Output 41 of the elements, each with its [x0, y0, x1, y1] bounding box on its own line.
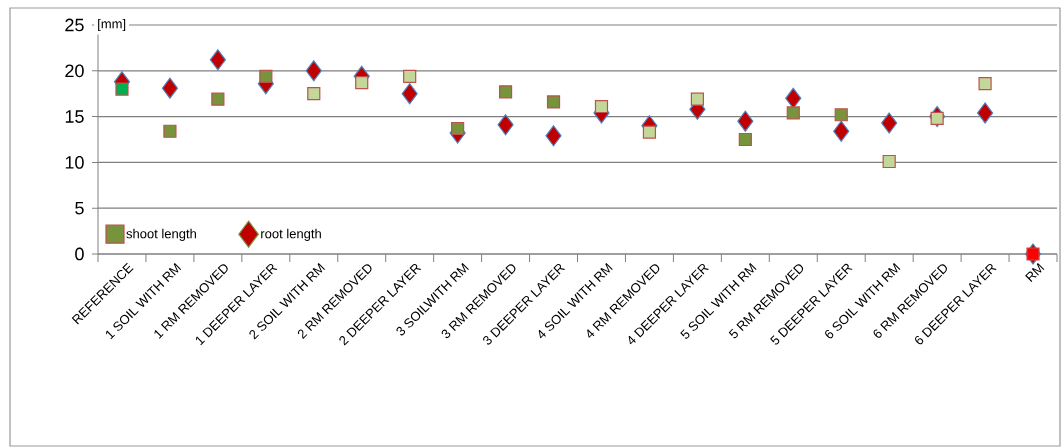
point — [881, 112, 898, 134]
point — [833, 120, 850, 142]
y-axis-title: [mm] — [98, 18, 126, 32]
point — [498, 85, 513, 99]
point — [738, 132, 752, 147]
point — [307, 87, 321, 101]
point — [163, 124, 177, 138]
y-tick-label: 0 — [75, 247, 84, 261]
legend-label: root length — [261, 228, 321, 241]
y-tick-label: 20 — [65, 64, 84, 78]
point — [305, 60, 322, 82]
point — [546, 95, 561, 109]
point — [1026, 247, 1040, 261]
point — [401, 83, 418, 105]
legend-label: shoot length — [126, 228, 196, 241]
point — [690, 92, 704, 106]
point — [355, 76, 369, 90]
point — [259, 69, 273, 83]
point — [115, 82, 129, 96]
point — [161, 77, 179, 99]
point — [930, 111, 944, 126]
point — [594, 99, 609, 114]
point — [451, 121, 465, 136]
point — [834, 108, 848, 122]
x-tick-label: RM — [1025, 262, 1045, 283]
point — [403, 69, 417, 83]
point — [785, 87, 802, 109]
point — [497, 114, 514, 136]
point — [545, 125, 562, 147]
point — [976, 102, 994, 124]
point — [642, 125, 657, 139]
point — [882, 154, 896, 169]
point — [737, 110, 754, 132]
point — [786, 106, 800, 120]
y-tick-label: 5 — [75, 201, 84, 215]
y-tick-label: 25 — [65, 18, 84, 32]
point — [978, 77, 992, 91]
y-tick-label: 15 — [65, 110, 84, 123]
point — [211, 92, 225, 106]
y-tick-label: 10 — [65, 156, 84, 169]
point — [209, 49, 226, 71]
